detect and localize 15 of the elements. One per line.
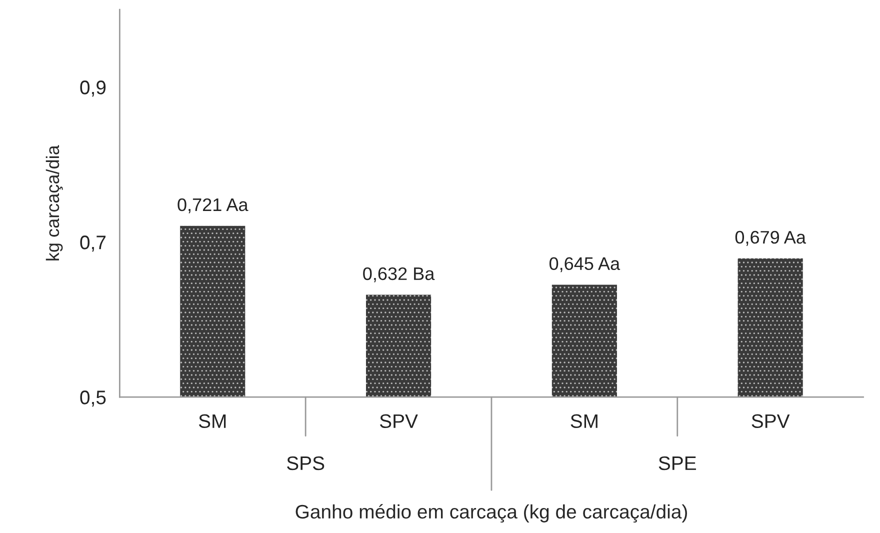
text: SPE: [658, 456, 696, 470]
x-tick-label: SM: [570, 414, 598, 428]
data-label: 0,645 Aa: [549, 257, 620, 272]
y-axis-title: kg carcaça/dia: [46, 145, 63, 260]
x-tick-label: SPV: [752, 414, 790, 428]
text: SPS: [287, 456, 324, 470]
x-axis-title: Ganho médio em carcaça (kg de carcaça/dia): [296, 504, 687, 523]
data-label: 0,632 Ba: [363, 267, 435, 282]
data-label: 0,679 Aa: [735, 230, 806, 246]
x-tick-label: SPV: [380, 414, 418, 428]
y-tick-label: 0,5: [80, 390, 106, 407]
y-tick-label: 0,9: [80, 80, 106, 97]
y-tick-label: 0,7: [80, 236, 106, 252]
x-tick-label: SM: [198, 414, 226, 428]
data-label: 0,721 Aa: [178, 198, 248, 214]
